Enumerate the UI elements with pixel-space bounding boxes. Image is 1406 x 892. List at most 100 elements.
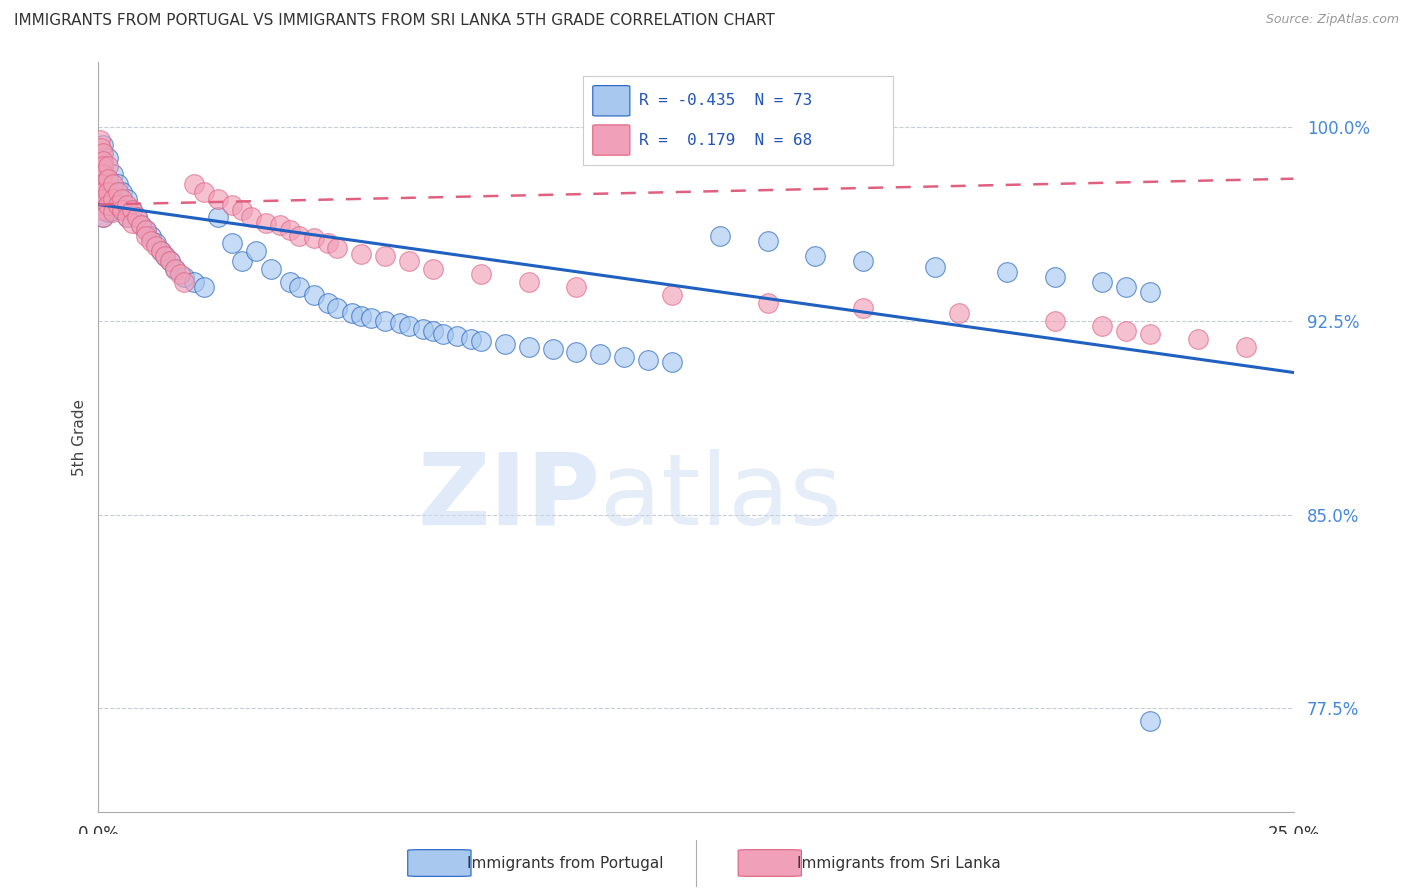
Point [269, 218, 291, 232]
Point [756, 234, 779, 248]
Point [316, 295, 339, 310]
Point [278, 275, 301, 289]
Point [446, 329, 468, 343]
Point [155, 249, 177, 263]
Point [91, 211, 114, 225]
Point [541, 343, 564, 357]
Point [302, 231, 325, 245]
Point [169, 268, 191, 282]
Point [115, 193, 138, 207]
Point [135, 228, 157, 243]
Point [135, 223, 157, 237]
Point [661, 355, 683, 369]
Point [159, 254, 181, 268]
Point [221, 197, 243, 211]
FancyBboxPatch shape [408, 850, 471, 876]
Point [613, 350, 636, 364]
Point [173, 269, 195, 284]
Point [101, 185, 124, 199]
Point [91, 193, 114, 207]
Point [90, 171, 112, 186]
Point [852, 254, 875, 268]
Point [565, 344, 588, 359]
Text: R = -0.435  N = 73: R = -0.435 N = 73 [640, 94, 813, 108]
Point [111, 202, 134, 217]
Point [231, 254, 253, 268]
Point [517, 340, 540, 354]
Point [231, 202, 253, 217]
Point [948, 306, 970, 320]
Point [91, 185, 114, 199]
Text: R =  0.179  N = 68: R = 0.179 N = 68 [640, 133, 813, 147]
Point [173, 275, 195, 289]
Point [398, 254, 420, 268]
Point [288, 280, 311, 294]
Text: atlas: atlas [600, 449, 842, 546]
Point [91, 145, 114, 160]
Point [259, 262, 281, 277]
Point [804, 249, 827, 263]
Point [470, 268, 492, 282]
Text: Immigrants from Portugal: Immigrants from Portugal [467, 855, 664, 871]
Text: IMMIGRANTS FROM PORTUGAL VS IMMIGRANTS FROM SRI LANKA 5TH GRADE CORRELATION CHAR: IMMIGRANTS FROM PORTUGAL VS IMMIGRANTS F… [14, 13, 775, 29]
Point [661, 288, 683, 302]
Point [163, 262, 186, 277]
Point [388, 317, 411, 331]
Point [111, 185, 134, 199]
Point [97, 159, 120, 173]
Point [111, 202, 134, 217]
Point [517, 275, 540, 289]
FancyBboxPatch shape [593, 125, 630, 155]
Point [115, 211, 138, 225]
Point [101, 205, 124, 219]
Point [131, 218, 153, 232]
Point [398, 318, 420, 333]
Point [709, 228, 731, 243]
Point [97, 185, 120, 199]
Point [159, 254, 181, 268]
Point [91, 159, 114, 173]
Point [139, 228, 162, 243]
Point [125, 211, 148, 225]
FancyBboxPatch shape [593, 86, 630, 116]
Point [221, 236, 243, 251]
Point [89, 133, 111, 147]
Point [288, 228, 311, 243]
Point [101, 193, 124, 207]
Point [193, 185, 215, 199]
Point [326, 301, 349, 315]
Point [107, 197, 129, 211]
Point [207, 193, 229, 207]
Point [101, 167, 124, 181]
Point [316, 236, 339, 251]
Point [589, 347, 612, 361]
Point [254, 216, 277, 230]
Point [139, 234, 162, 248]
Point [163, 262, 186, 277]
Point [107, 185, 129, 199]
Point [494, 337, 516, 351]
Point [422, 262, 444, 277]
Point [412, 321, 434, 335]
Point [121, 202, 143, 217]
Point [302, 288, 325, 302]
Point [183, 275, 205, 289]
Point [91, 177, 114, 191]
Point [1139, 326, 1161, 341]
Point [111, 193, 134, 207]
Point [91, 177, 114, 191]
Point [374, 314, 396, 328]
Point [422, 324, 444, 338]
Point [121, 216, 143, 230]
Point [91, 138, 114, 153]
Point [460, 332, 482, 346]
Point [97, 197, 120, 211]
Point [145, 236, 167, 251]
Point [101, 177, 124, 191]
Point [97, 171, 120, 186]
Point [1091, 275, 1114, 289]
Point [1115, 324, 1137, 338]
Point [97, 205, 120, 219]
Point [101, 202, 124, 217]
Point [1139, 714, 1161, 729]
